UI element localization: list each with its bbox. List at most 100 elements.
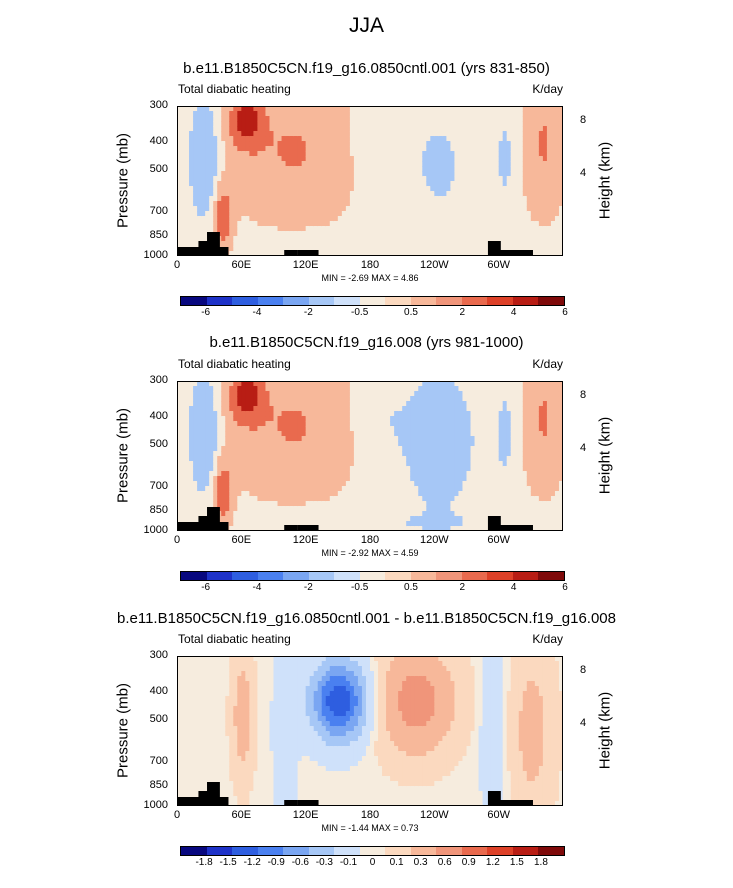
- heatmap-cell: [197, 506, 202, 512]
- heatmap-cell: [510, 246, 516, 252]
- heatmap-cell: [361, 146, 367, 152]
- heatmap-cell: [273, 236, 279, 242]
- heatmap-cell: [370, 171, 375, 177]
- heatmap-cell: [345, 156, 351, 162]
- heatmap-cell: [185, 381, 190, 387]
- heatmap-cell: [341, 176, 347, 182]
- heatmap-cell: [253, 126, 259, 132]
- heatmap-cell: [402, 221, 407, 227]
- heatmap-cell: [189, 226, 194, 232]
- heatmap-cell: [189, 421, 194, 427]
- heatmap-cell: [506, 241, 512, 247]
- heatmap-cell: [325, 111, 331, 117]
- heatmap-cell: [538, 176, 544, 182]
- heatmap-cell: [245, 236, 250, 242]
- heatmap-cell: [321, 241, 327, 247]
- heatmap-cell: [494, 136, 500, 142]
- heatmap-cell: [233, 501, 238, 507]
- heatmap-cell: [374, 141, 379, 147]
- heatmap-cell: [482, 166, 488, 172]
- heatmap-cell: [446, 391, 452, 397]
- heatmap-cell: [333, 511, 339, 517]
- heatmap-cell: [398, 436, 403, 442]
- heatmap-cell: [237, 216, 242, 222]
- heatmap-cell: [213, 201, 218, 207]
- heatmap-cell: [221, 506, 226, 512]
- heatmap-cell: [297, 246, 303, 252]
- heatmap-cell: [426, 211, 431, 217]
- heatmap-cell: [434, 406, 439, 412]
- heatmap-cell: [205, 491, 210, 497]
- heatmap-cell: [277, 496, 283, 502]
- heatmap-cell: [510, 241, 516, 247]
- heatmap-cell: [418, 421, 423, 427]
- heatmap-cell: [293, 236, 299, 242]
- heatmap-cell: [281, 521, 287, 527]
- heatmap-cell: [426, 406, 431, 412]
- heatmap-cell: [281, 426, 287, 432]
- heatmap-cell: [357, 386, 363, 392]
- heatmap-cell: [454, 246, 460, 252]
- heatmap-cell: [514, 206, 520, 212]
- heatmap-cell: [325, 456, 331, 462]
- heatmap-cell: [193, 426, 198, 432]
- heatmap-cell: [221, 411, 226, 417]
- heatmap-cell: [365, 491, 371, 497]
- heatmap-cell: [189, 446, 194, 452]
- heatmap-cell: [221, 241, 226, 247]
- heatmap-cell: [313, 191, 319, 197]
- heatmap-cell: [289, 511, 295, 517]
- heatmap-cell: [478, 191, 484, 197]
- heatmap-cell: [349, 476, 355, 482]
- heatmap-cell: [341, 226, 347, 232]
- heatmap-cell: [277, 226, 283, 232]
- heatmap-cell: [357, 456, 363, 462]
- heatmap-cell: [289, 176, 295, 182]
- lon-tick-label: 120E: [292, 259, 319, 271]
- heatmap-cell: [301, 216, 307, 222]
- heatmap-cell: [241, 381, 246, 387]
- heatmap-cell: [550, 111, 556, 117]
- heatmap-cell: [205, 456, 210, 462]
- heatmap-cell: [193, 421, 198, 427]
- heatmap-cell: [257, 176, 263, 182]
- heatmap-cell: [229, 401, 234, 407]
- heatmap-cell: [293, 196, 299, 202]
- heatmap-cell: [386, 236, 391, 242]
- heatmap-cell: [402, 446, 407, 452]
- heatmap-cell: [430, 526, 435, 531]
- heatmap-cell: [422, 171, 427, 177]
- heatmap-cell: [317, 231, 323, 237]
- heatmap-cell: [490, 131, 496, 137]
- heatmap-cell: [418, 251, 423, 256]
- heatmap-cell: [434, 521, 439, 527]
- heatmap-cell: [265, 156, 271, 162]
- heatmap-cell: [450, 141, 456, 147]
- heatmap-cell: [185, 416, 190, 422]
- heatmap-cell: [486, 126, 492, 132]
- heatmap-cell: [245, 521, 250, 527]
- heatmap-cell: [253, 386, 259, 392]
- heatmap-cell: [233, 406, 238, 412]
- heatmap-cell: [309, 426, 315, 432]
- heatmap-cell: [378, 201, 383, 207]
- heatmap-cell: [462, 196, 468, 202]
- heatmap-cell: [422, 491, 427, 497]
- heatmap-cell: [337, 406, 343, 412]
- heatmap-cell: [390, 146, 395, 152]
- heatmap-cell: [177, 386, 182, 392]
- heatmap-cell: [390, 136, 395, 142]
- heatmap-cell: [301, 501, 307, 507]
- heatmap-cell: [249, 216, 254, 222]
- heatmap-cell: [414, 161, 419, 167]
- heatmap-cell: [438, 501, 443, 507]
- heatmap-cell: [321, 246, 327, 252]
- heatmap-cell: [394, 526, 399, 531]
- heatmap-cell: [446, 461, 452, 467]
- heatmap-cell: [398, 456, 403, 462]
- heatmap-cell: [189, 456, 194, 462]
- heatmap-cell: [382, 506, 387, 512]
- heatmap-cell: [301, 176, 307, 182]
- heatmap-cell: [333, 416, 339, 422]
- heatmap-cell: [430, 506, 435, 512]
